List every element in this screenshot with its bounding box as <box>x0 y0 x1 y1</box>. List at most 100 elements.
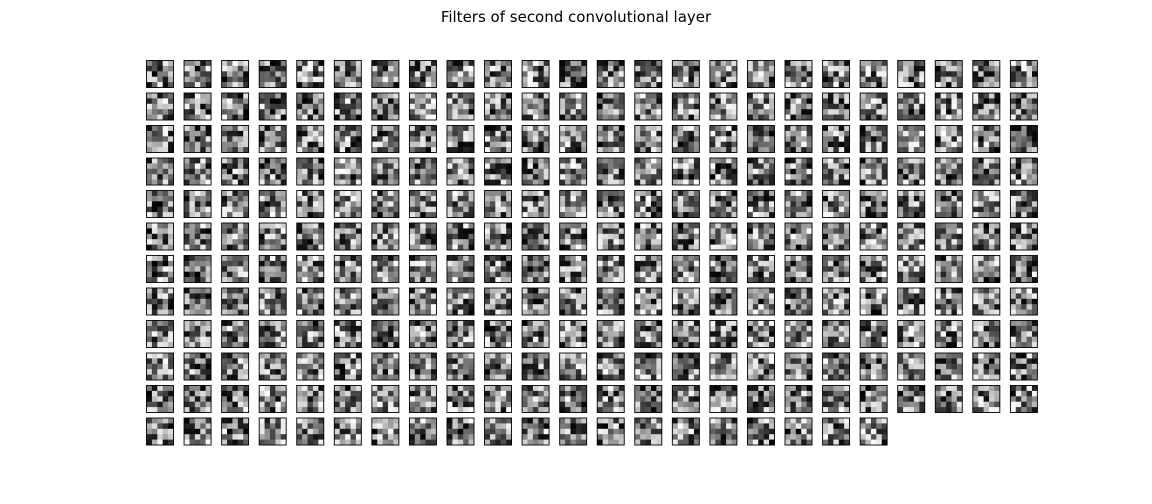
filter-cell <box>243 260 249 267</box>
filter-cell <box>731 233 738 240</box>
filter-cell <box>913 109 920 115</box>
filter-cell <box>608 93 614 99</box>
filter-cell <box>264 206 271 213</box>
filter-cell <box>275 93 282 99</box>
filter-cell <box>506 190 512 197</box>
filter-cell <box>806 244 813 251</box>
filter-cell <box>983 228 990 235</box>
filter-cell <box>827 260 834 267</box>
filter-cell <box>785 147 791 153</box>
filter-cell <box>608 60 614 67</box>
filter-cell <box>168 136 174 143</box>
filter-cell <box>602 298 609 305</box>
filter-cell <box>302 109 308 115</box>
filter-cell <box>532 158 539 164</box>
filter-cell <box>350 228 357 235</box>
filter-cell <box>307 228 314 235</box>
filter-cell <box>618 260 625 267</box>
filter-frame <box>183 60 212 88</box>
filter-cell <box>200 109 207 115</box>
filter-cell <box>715 109 722 115</box>
filter-panel <box>296 157 325 186</box>
filter-cell <box>296 309 303 316</box>
filter-cell <box>200 223 207 229</box>
filter-cell <box>302 233 308 240</box>
filter-cell <box>420 233 426 240</box>
filter-panel <box>784 287 813 316</box>
filter-cell <box>452 288 459 294</box>
filter-cell <box>1015 223 1022 229</box>
filter-cell <box>908 168 915 175</box>
filter-cell <box>795 239 802 245</box>
filter-cell <box>420 141 426 148</box>
filter-cell <box>758 239 765 245</box>
filter-cell <box>688 103 695 110</box>
filter-cell <box>189 71 196 78</box>
filter-frame <box>333 92 362 121</box>
filter-cell <box>162 190 169 197</box>
filter-cell <box>559 130 566 137</box>
filter-cell <box>296 266 303 273</box>
filter-cell <box>157 130 164 137</box>
filter-cell <box>414 82 421 88</box>
filter-cell <box>318 114 325 121</box>
filter-cell <box>527 141 534 148</box>
filter-cell <box>634 223 641 229</box>
filter-cell <box>318 212 325 218</box>
filter-cell <box>650 130 657 137</box>
filter-frame <box>934 255 963 283</box>
filter-cell <box>602 255 609 262</box>
filter-cell <box>468 103 475 110</box>
filter-cell <box>688 76 695 83</box>
filter-cell <box>543 260 550 267</box>
filter-cell <box>388 201 394 208</box>
filter-frame <box>747 125 775 153</box>
filter-cell <box>200 93 207 99</box>
filter-cell <box>157 93 164 99</box>
filter-cell <box>506 60 512 67</box>
filter-cell <box>371 266 378 273</box>
filter-cell <box>151 228 158 235</box>
filter-panel <box>972 255 1001 283</box>
filter-cell <box>259 168 265 175</box>
filter-cell <box>806 60 813 67</box>
filter-cell <box>1010 233 1017 240</box>
filter-cell <box>280 195 287 202</box>
filter-cell <box>500 233 507 240</box>
filter-cell <box>345 130 351 137</box>
filter-cell <box>355 228 362 235</box>
filter-cell <box>913 260 920 267</box>
filter-cell <box>269 179 276 186</box>
filter-panel <box>859 125 888 153</box>
filter-cell <box>715 141 722 148</box>
filter-cell <box>205 141 212 148</box>
filter-cell <box>597 130 603 137</box>
filter-cell <box>693 260 700 267</box>
filter-cell <box>618 288 625 294</box>
filter-cell <box>538 298 545 305</box>
filter-cell <box>446 190 453 197</box>
filter-cell <box>672 158 679 164</box>
filter-cell <box>795 277 802 283</box>
filter-cell <box>640 233 646 240</box>
filter-cell <box>146 147 153 153</box>
filter-cell <box>785 239 791 245</box>
filter-cell <box>1021 190 1027 197</box>
filter-cell <box>785 168 791 175</box>
filter-cell <box>269 195 276 202</box>
filter-cell <box>570 293 577 300</box>
filter-cell <box>388 309 394 316</box>
filter-cell <box>715 223 722 229</box>
filter-cell <box>307 190 314 197</box>
filter-cell <box>302 179 308 186</box>
filter-cell <box>371 93 378 99</box>
filter-cell <box>935 168 942 175</box>
filter-cell <box>656 109 663 115</box>
filter-frame <box>822 255 851 283</box>
filter-cell <box>243 163 249 170</box>
filter-cell <box>581 201 588 208</box>
filter-cell <box>795 82 802 88</box>
filter-cell <box>608 174 614 180</box>
filter-cell <box>345 293 351 300</box>
filter-cell <box>500 82 507 88</box>
